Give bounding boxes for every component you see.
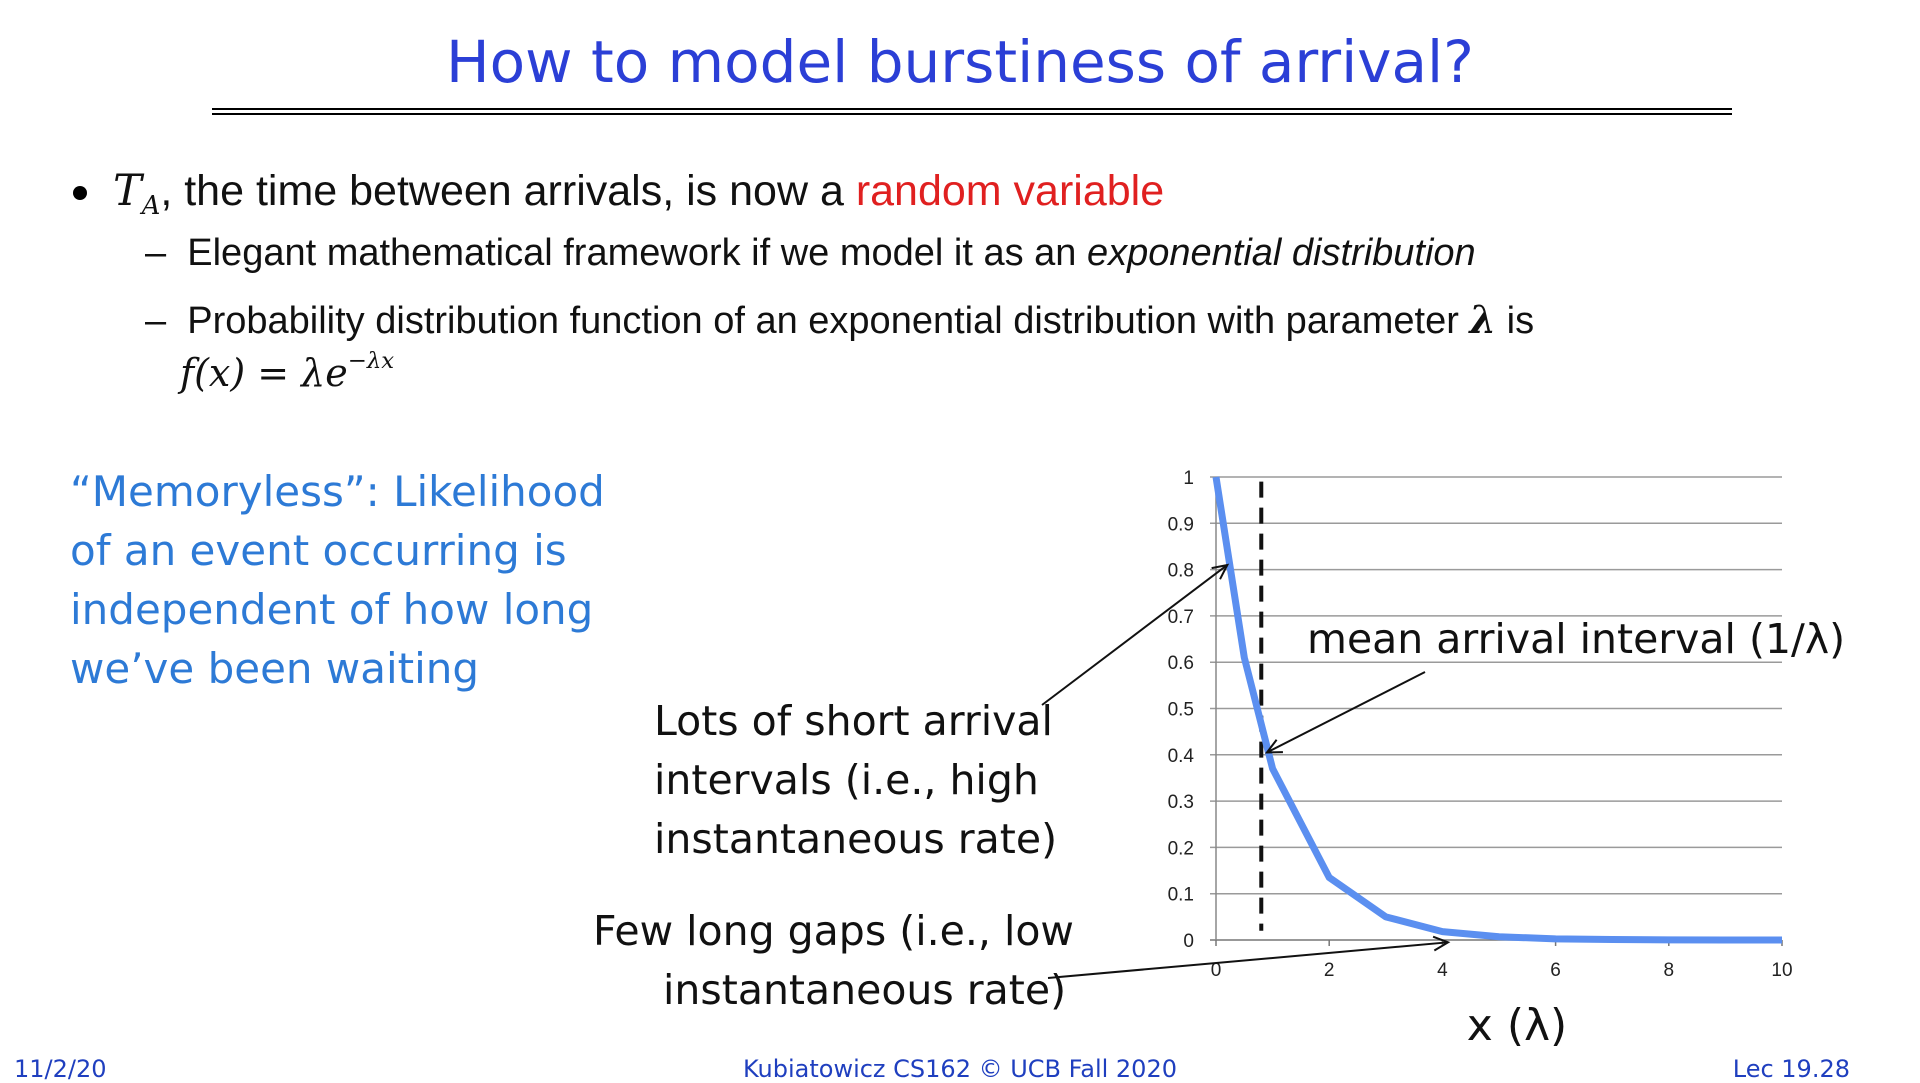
pdf-formula: f(x) = λe−λx xyxy=(180,348,395,396)
x-tick-label: 0 xyxy=(1211,960,1222,981)
mean-callout: mean arrival interval (1/λ) xyxy=(1307,615,1846,663)
footer-course: Kubiatowicz CS162 © UCB Fall 2020 xyxy=(742,1055,1177,1083)
callout-arrows xyxy=(1041,563,1451,979)
x-tick-label: 2 xyxy=(1324,960,1335,981)
memoryless-note: “Memoryless”: Likelihood of an event occ… xyxy=(70,467,605,693)
arrow-mean-head xyxy=(1264,739,1283,754)
y-tick-label: 0.1 xyxy=(1168,885,1194,906)
arrow-short-head xyxy=(1211,563,1230,580)
highlight-text: random variable xyxy=(855,167,1165,215)
title-rule-bottom xyxy=(212,113,1732,115)
bullet-main: TA, the time between arrivals, is now a … xyxy=(113,166,1165,222)
short-intervals-callout: Lots of short arrival intervals (i.e., h… xyxy=(654,697,1058,863)
y-tick-label: 0.6 xyxy=(1168,653,1194,674)
long-gaps-callout: Few long gaps (i.e., low instantaneous r… xyxy=(593,907,1074,1014)
arrow-mean xyxy=(1266,671,1426,754)
y-tick-label: 0.4 xyxy=(1168,746,1195,767)
y-tick-label: 0.3 xyxy=(1168,792,1194,813)
x-axis-label: x (λ) xyxy=(1467,1000,1567,1051)
sub-bullet-2: – Probability distribution function of a… xyxy=(145,297,1535,342)
title-rule-top xyxy=(212,108,1732,110)
chart-ticks: 00.10.20.30.40.50.60.70.80.910 2 4 6 8 10 xyxy=(1168,468,1793,981)
y-tick-label: 0.7 xyxy=(1168,607,1194,628)
x-tick-label: 10 xyxy=(1771,960,1792,981)
arrow-short xyxy=(1041,564,1228,706)
arrow-long xyxy=(1047,941,1449,979)
y-tick-label: 0.5 xyxy=(1168,700,1194,721)
arrow-long-head xyxy=(1432,935,1451,952)
x-tick-label: 4 xyxy=(1437,960,1448,981)
footer-date: 11/2/20 xyxy=(14,1055,107,1083)
sub-bullet-1: – Elegant mathematical framework if we m… xyxy=(145,232,1476,274)
math-var: TA xyxy=(113,166,161,222)
y-tick-label: 1 xyxy=(1183,468,1194,489)
x-tick-label: 8 xyxy=(1664,960,1675,981)
page-title: How to model burstiness of arrival? xyxy=(446,28,1474,96)
y-tick-label: 0 xyxy=(1183,931,1194,952)
y-tick-label: 0.8 xyxy=(1168,561,1194,582)
chart-grid xyxy=(1210,476,1782,941)
y-tick-label: 0.9 xyxy=(1168,514,1194,535)
y-tick-label: 0.2 xyxy=(1168,838,1194,859)
x-tick-label: 6 xyxy=(1550,960,1561,981)
chart-axes xyxy=(1215,477,1783,946)
footer-lecture: Lec 19.28 xyxy=(1732,1055,1850,1083)
bullet-dot xyxy=(73,186,87,200)
